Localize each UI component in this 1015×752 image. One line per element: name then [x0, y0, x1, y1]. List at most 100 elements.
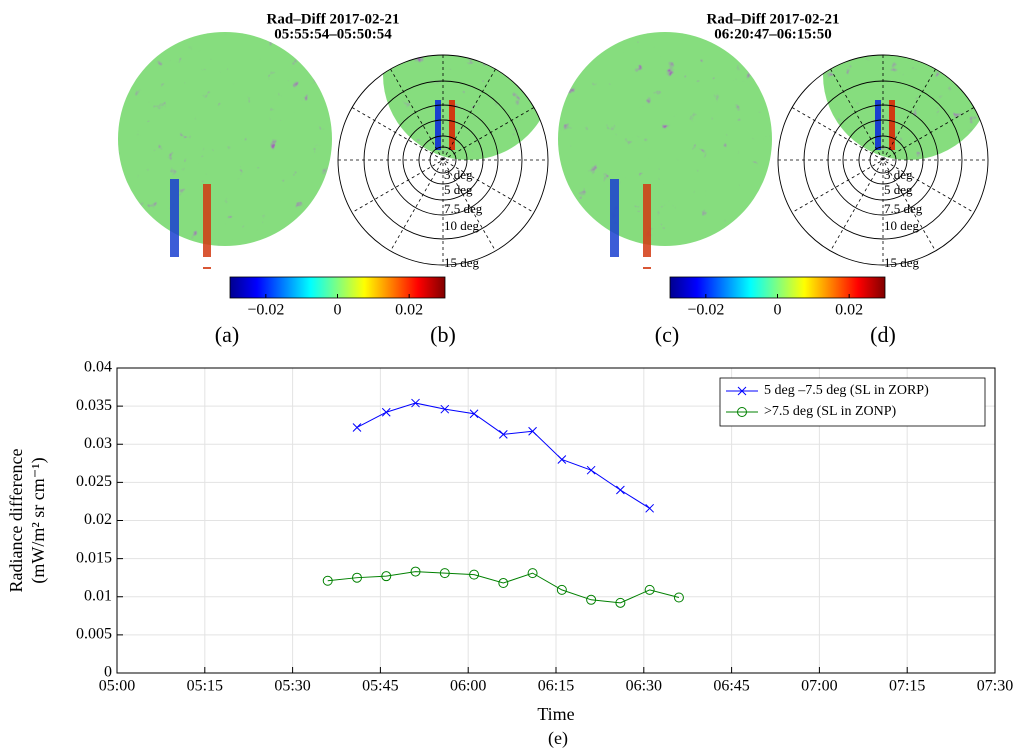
y-tick-label: 0.035 — [76, 397, 112, 414]
y-axis-label: Radiance difference — [6, 448, 26, 592]
polar-ring — [803, 80, 963, 240]
panel-title: Rad–Diff 2017-02-21 — [707, 11, 840, 27]
stripe-blue — [170, 179, 179, 264]
legend-label: 5 deg –7.5 deg (SL in ZORP) — [764, 383, 929, 398]
marker-x — [528, 426, 537, 436]
stripe-red — [449, 100, 455, 150]
polar-ring — [842, 119, 924, 201]
satellite-image — [115, 32, 335, 269]
marker-x — [381, 407, 391, 417]
marker-x — [440, 404, 450, 414]
x-tick-label: 06:30 — [626, 678, 662, 695]
mask — [115, 257, 335, 267]
y-tick-label: 0.015 — [76, 549, 112, 566]
marker-x — [469, 409, 479, 419]
colorbar-tick-label: 0.02 — [395, 302, 423, 319]
colorbar-tick-label: −0.02 — [687, 302, 724, 319]
polar-ring — [387, 104, 499, 216]
legend-box — [719, 377, 986, 427]
y-tick-label: 0.025 — [76, 473, 112, 490]
marker-o — [586, 594, 597, 605]
x-tick-label: 07:15 — [889, 678, 925, 695]
marker-o — [673, 592, 684, 603]
legend-marker — [737, 386, 747, 396]
x-axis-label: Time — [537, 704, 574, 724]
y-axis-label: (mW/m² sr cm⁻¹) — [28, 457, 49, 583]
earth-disk — [558, 32, 772, 246]
y-tick-label: 0.04 — [84, 359, 112, 376]
marker-o — [644, 584, 655, 595]
polar-ring — [418, 135, 468, 185]
x-tick-label: 06:45 — [713, 678, 749, 695]
marker-o — [498, 578, 509, 589]
x-tick-label: 05:15 — [187, 678, 223, 695]
ring-label: 10 deg — [444, 218, 480, 233]
marker-x — [557, 455, 567, 464]
earth-disk — [118, 32, 332, 246]
legend-label: >7.5 deg (SL in ZONP) — [764, 404, 897, 419]
ring-label: 3 deg — [444, 167, 473, 182]
ring-label: 10 deg — [884, 218, 920, 233]
polar-plot — [337, 54, 549, 266]
polar-ring — [402, 119, 484, 201]
marker-o — [439, 568, 450, 579]
marker-o — [615, 597, 626, 608]
colorbar-tick-label: 0 — [334, 302, 342, 319]
panel-label: (b) — [430, 322, 456, 347]
x-tick-label: 07:00 — [801, 678, 837, 695]
ring-label: 15 deg — [444, 255, 480, 270]
panel-label: (d) — [870, 322, 896, 347]
marker-o — [381, 571, 392, 582]
marker-o — [351, 572, 362, 583]
marker-o — [469, 569, 480, 580]
stripe-blue — [435, 100, 441, 150]
marker-o — [410, 566, 421, 577]
polar-disk — [823, 55, 988, 160]
marker-x — [352, 423, 362, 432]
polar-ring — [363, 80, 523, 240]
series-line — [327, 571, 680, 604]
marker-o — [527, 568, 538, 579]
y-tick-label: 0.03 — [84, 435, 112, 452]
panel-label: (a) — [215, 322, 239, 347]
stripe-blue — [610, 179, 619, 264]
ring-label: 15 deg — [884, 255, 920, 270]
y-tick-label: 0 — [104, 664, 112, 681]
polar-ring — [337, 54, 549, 266]
marker-x — [498, 429, 508, 439]
polar-ring — [827, 104, 939, 216]
polar-ring — [777, 54, 989, 266]
marker-x — [586, 465, 596, 475]
panel-label: (c) — [655, 322, 679, 347]
stripe-red — [203, 184, 211, 269]
panel-title: Rad–Diff 2017-02-21 — [267, 11, 400, 27]
ring-label: 7.5 deg — [884, 201, 923, 216]
stripe-red — [643, 184, 651, 269]
y-tick-label: 0.005 — [76, 626, 112, 643]
marker-x — [616, 485, 625, 495]
ring-label: 3 deg — [884, 167, 913, 182]
stripe-red — [889, 100, 895, 150]
marker-o — [322, 575, 333, 586]
satellite-image — [555, 32, 775, 269]
polar-ring — [869, 146, 897, 174]
colorbar-tick-label: −0.02 — [247, 302, 284, 319]
mask — [555, 257, 775, 267]
polar-ring — [858, 135, 908, 185]
colorbar-tick-label: 0.02 — [835, 302, 863, 319]
polar-ring — [429, 146, 457, 174]
x-tick-label: 07:30 — [977, 678, 1013, 695]
panel-title: 05:55:54–05:50:54 — [274, 26, 392, 42]
marker-x — [645, 503, 655, 513]
x-tick-label: 05:30 — [274, 678, 310, 695]
stripe-blue — [875, 100, 881, 150]
x-tick-label: 06:00 — [450, 678, 486, 695]
colorbar-tick-label: 0 — [774, 302, 782, 319]
x-tick-label: 06:15 — [538, 678, 574, 695]
marker-x — [411, 398, 420, 408]
panel-title: 06:20:47–06:15:50 — [714, 26, 831, 42]
x-tick-label: 05:45 — [362, 678, 398, 695]
polar-spoke — [791, 107, 975, 213]
ring-label: 5 deg — [884, 182, 913, 197]
